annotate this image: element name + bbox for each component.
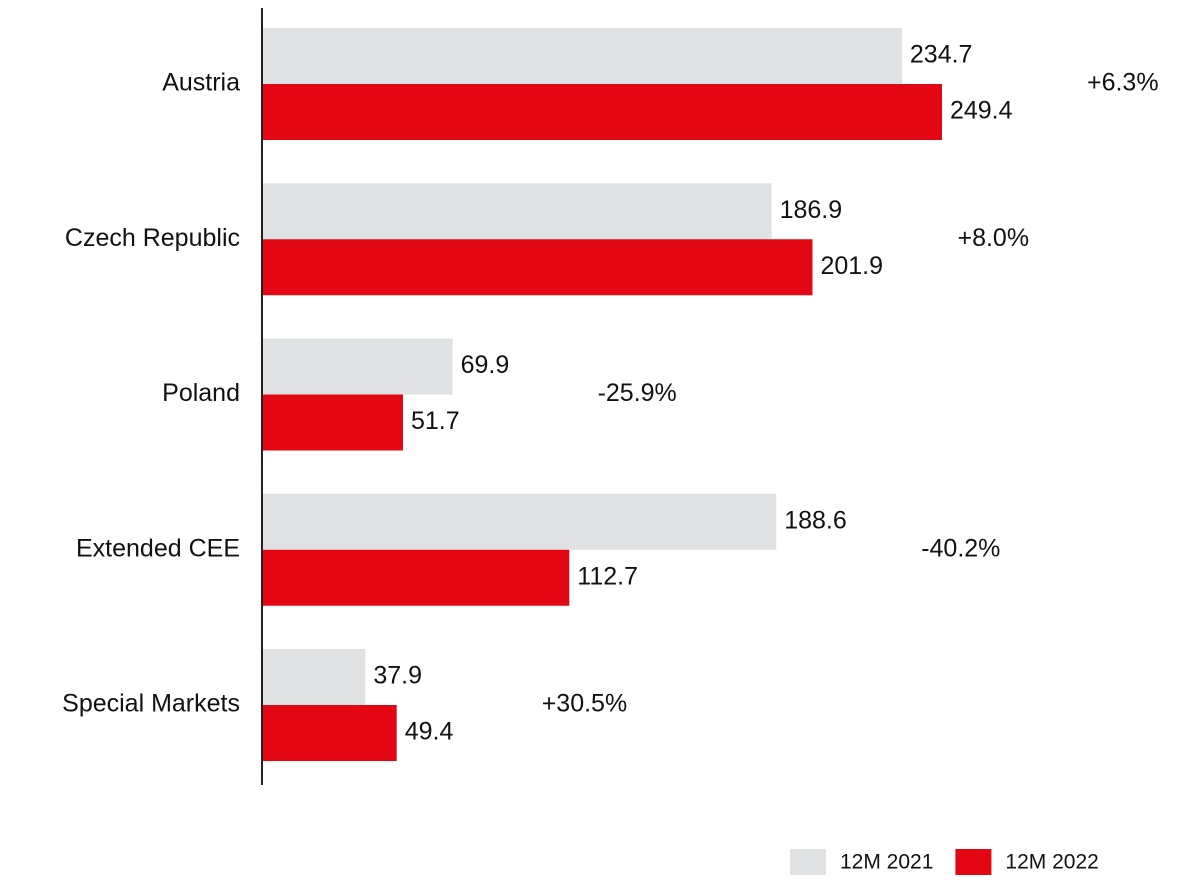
category-label: Czech Republic	[65, 224, 240, 252]
value-label: 188.6	[784, 506, 847, 534]
legend-swatch	[790, 849, 826, 875]
value-label: 69.9	[461, 351, 510, 379]
change-label: -40.2%	[921, 534, 1000, 562]
value-label: 201.9	[820, 252, 883, 280]
legend-label: 12M 2022	[1005, 851, 1098, 874]
bar	[262, 183, 772, 240]
bar	[262, 338, 453, 395]
category-label: Poland	[162, 379, 240, 407]
bar	[262, 493, 777, 550]
value-label: 51.7	[411, 407, 460, 435]
category-label: Extended CEE	[76, 534, 240, 562]
category-label: Special Markets	[62, 690, 240, 718]
value-label: 234.7	[910, 41, 973, 69]
bar	[262, 549, 570, 606]
bar	[262, 84, 942, 140]
value-label: 186.9	[780, 196, 843, 224]
value-label: 37.9	[373, 662, 422, 690]
bar	[262, 394, 403, 451]
value-label: 249.4	[950, 97, 1013, 125]
value-label: 112.7	[577, 562, 638, 590]
change-label: +8.0%	[957, 224, 1029, 252]
legend-swatch	[955, 849, 992, 875]
category-label: Austria	[162, 69, 240, 97]
bar	[262, 705, 397, 761]
change-label: +6.3%	[1087, 69, 1159, 97]
value-label: 49.4	[405, 718, 454, 746]
change-label: +30.5%	[542, 690, 628, 718]
bar	[262, 239, 813, 296]
bar	[262, 649, 366, 705]
bar	[262, 28, 902, 84]
legend-label: 12M 2021	[840, 851, 933, 874]
change-label: -25.9%	[598, 379, 677, 407]
